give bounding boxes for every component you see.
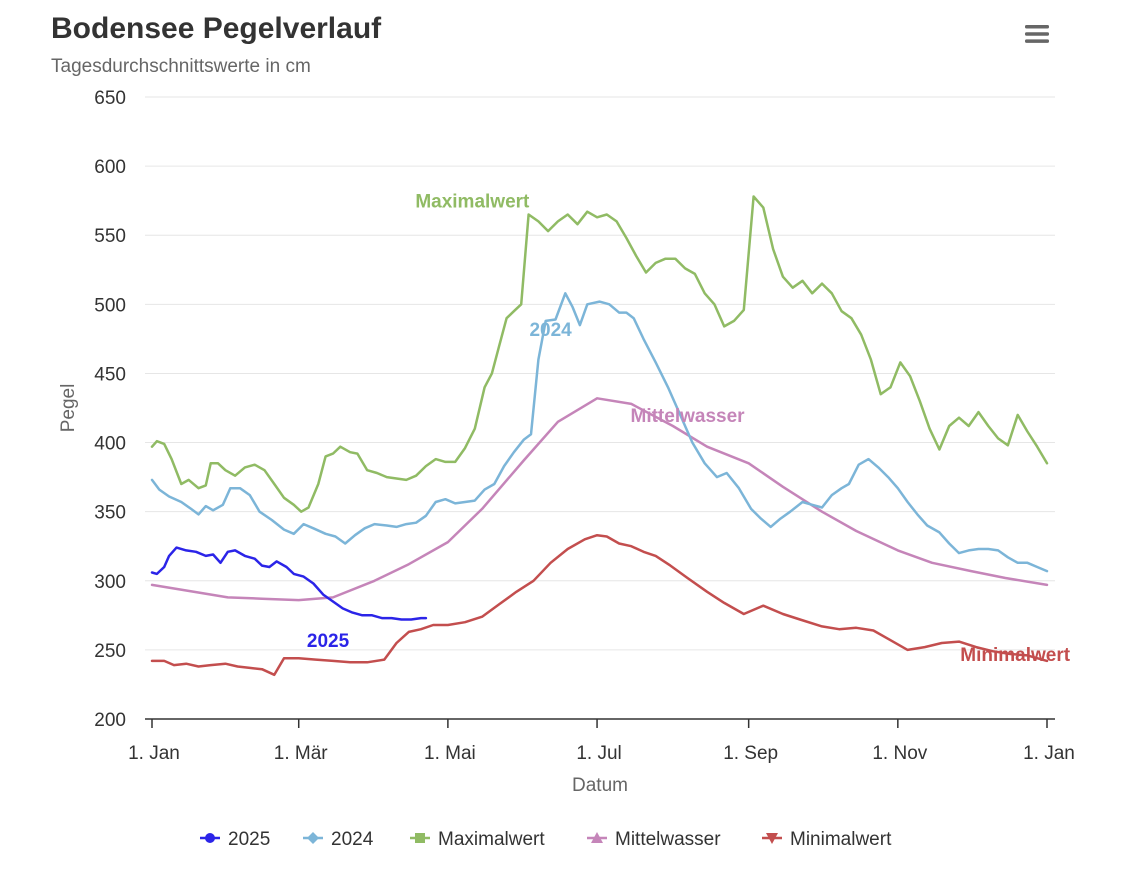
x-axis-title: Datum bbox=[572, 775, 628, 796]
x-tick-label: 1. Mai bbox=[424, 743, 476, 764]
series-line-mittelwasser[interactable] bbox=[150, 397, 1049, 602]
series-line-minimalwert[interactable] bbox=[150, 533, 1049, 677]
chart-title: Bodensee Pegelverlauf bbox=[51, 12, 382, 45]
series-line-2024[interactable] bbox=[150, 292, 1049, 573]
legend-marker-minimalwert bbox=[766, 833, 778, 844]
y-tick-label: 550 bbox=[94, 226, 126, 247]
legend-marker-2024 bbox=[307, 832, 319, 844]
series-label-2025: 2025 bbox=[307, 631, 350, 652]
series-line-2025[interactable] bbox=[150, 546, 428, 621]
series-line-maximalwert[interactable] bbox=[150, 195, 1049, 513]
x-tick-label: 1. Sep bbox=[723, 743, 778, 764]
y-tick-label: 450 bbox=[94, 364, 126, 385]
hamburger-menu-icon bbox=[1025, 25, 1049, 43]
series-label-minimalwert: Minimalwert bbox=[960, 645, 1070, 666]
x-tick-label: 1. Mär bbox=[274, 743, 329, 764]
legend-item-2024[interactable]: 2024 bbox=[331, 829, 374, 850]
x-tick-label: 1. Nov bbox=[872, 743, 927, 764]
legend-marker-mittelwasser bbox=[591, 832, 603, 843]
legend-item-mittelwasser[interactable]: Mittelwasser bbox=[615, 829, 721, 850]
x-tick-label: 1. Jul bbox=[576, 743, 621, 764]
y-tick-label: 600 bbox=[94, 157, 126, 178]
y-tick-label: 500 bbox=[94, 295, 126, 316]
x-tick-label: 1. Jan bbox=[1023, 743, 1075, 764]
y-tick-label: 200 bbox=[94, 710, 126, 731]
y-tick-label: 350 bbox=[94, 503, 126, 524]
chart-subtitle: Tagesdurchschnittswerte in cm bbox=[51, 56, 311, 77]
y-tick-label: 300 bbox=[94, 572, 126, 593]
legend-marker-2025 bbox=[205, 833, 215, 843]
y-tick-label: 250 bbox=[94, 641, 126, 662]
series-label-2024: 2024 bbox=[529, 320, 572, 341]
legend-item-2025[interactable]: 2025 bbox=[228, 829, 270, 850]
series-label-mittelwasser: Mittelwasser bbox=[631, 406, 746, 427]
y-axis-title: Pegel bbox=[58, 384, 79, 433]
legend-item-maximalwert[interactable]: Maximalwert bbox=[438, 829, 545, 850]
chart-menu-button[interactable] bbox=[1018, 18, 1056, 50]
y-tick-label: 650 bbox=[94, 88, 126, 109]
legend-marker-maximalwert bbox=[415, 833, 425, 843]
y-tick-label: 400 bbox=[94, 434, 126, 455]
series-label-maximalwert: Maximalwert bbox=[415, 192, 530, 213]
legend-item-minimalwert[interactable]: Minimalwert bbox=[790, 829, 892, 850]
x-tick-label: 1. Jan bbox=[128, 743, 180, 764]
